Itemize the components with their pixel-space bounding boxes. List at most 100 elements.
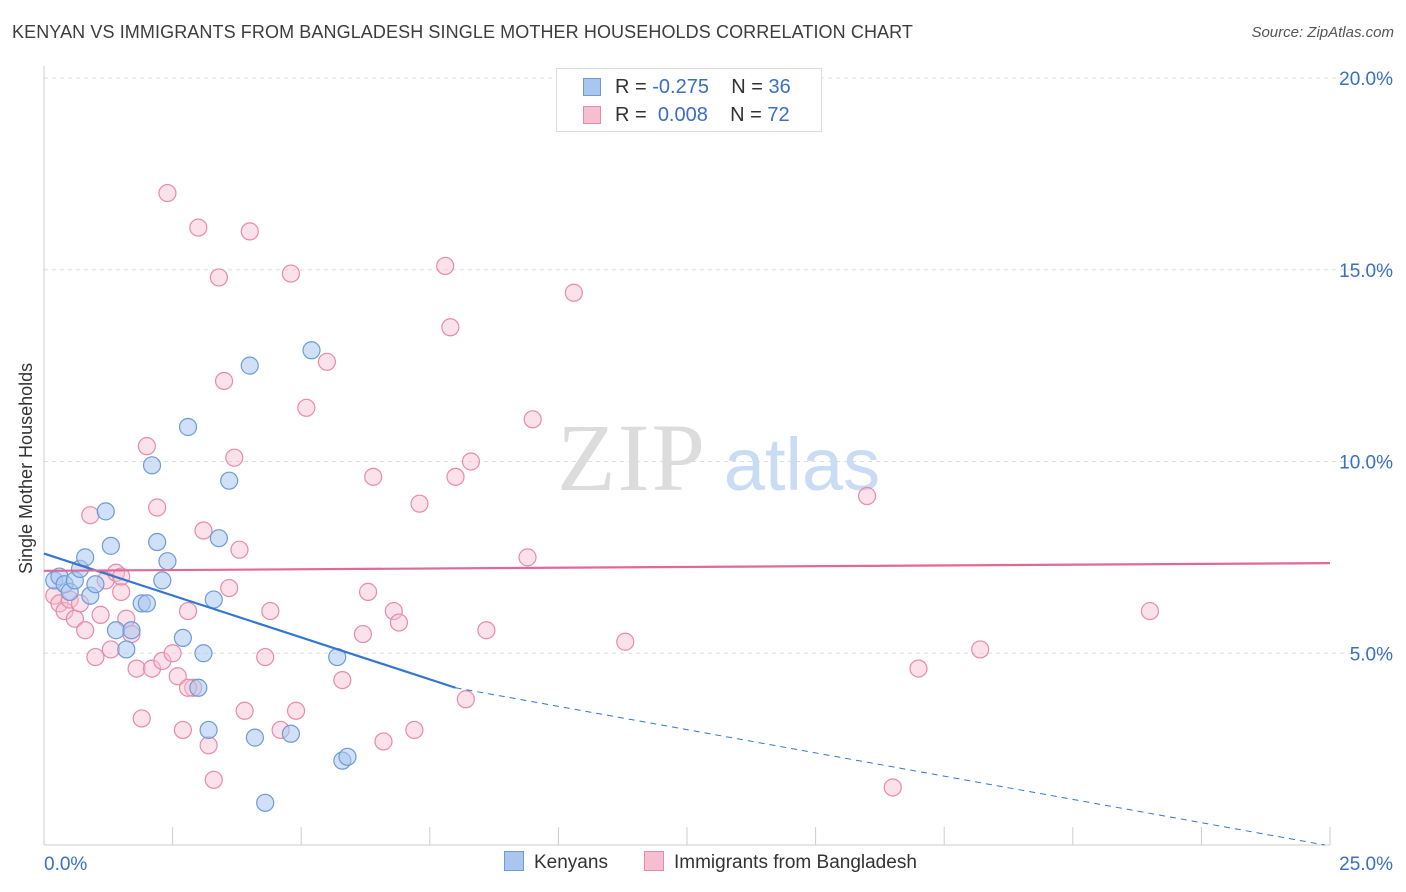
bangladesh-point <box>127 659 146 678</box>
kenyans-points <box>45 341 357 812</box>
kenyans-point <box>302 341 321 360</box>
bangladesh-point <box>446 467 465 486</box>
bangladesh-point <box>256 647 275 667</box>
bangladesh-point <box>209 268 228 287</box>
x-tick-label: 25.0% <box>1339 854 1393 875</box>
kenyans-point <box>338 747 357 766</box>
kenyans-point <box>86 575 105 594</box>
bottom-legend-kenyans: Kenyans <box>504 851 608 874</box>
bangladesh-point <box>374 732 393 751</box>
bangladesh-point <box>317 352 337 371</box>
y-axis-label: Single Mother Households <box>16 362 36 574</box>
legend-r-label: R = <box>615 76 647 98</box>
bangladesh-point <box>132 709 151 728</box>
x-tick-label: 0.0% <box>44 854 87 875</box>
kenyans-point <box>245 728 265 747</box>
legend-swatch-bangladesh <box>583 106 601 124</box>
bangladesh-point <box>204 770 223 789</box>
kenyans-point <box>96 502 115 521</box>
watermark-atlas: atlas <box>724 423 880 506</box>
kenyans-point <box>137 594 156 613</box>
kenyans-point <box>256 793 275 812</box>
bangladesh-point <box>297 398 316 417</box>
bangladesh-point <box>564 283 583 302</box>
bangladesh-trend-line <box>43 562 1331 572</box>
kenyans-trend-line <box>43 552 456 689</box>
kenyans-point <box>142 456 162 475</box>
kenyans-point <box>194 644 213 663</box>
bangladesh-point <box>389 613 409 632</box>
bangladesh-point <box>194 521 213 540</box>
bottom-legend-label-kenyans: Kenyans <box>534 852 608 873</box>
bangladesh-point <box>91 605 110 625</box>
kenyans-point <box>158 552 177 571</box>
bangladesh-point <box>189 218 208 237</box>
kenyans-point <box>106 621 126 640</box>
kenyans-point <box>209 529 228 548</box>
kenyans-point <box>122 621 141 640</box>
bangladesh-point <box>857 486 877 506</box>
bottom-legend-label-bangladesh: Immigrants from Bangladesh <box>674 852 917 873</box>
kenyans-point <box>76 548 95 567</box>
bangladesh-point <box>353 624 373 644</box>
legend-r-bangladesh: 0.008 <box>657 104 708 126</box>
bangladesh-point <box>261 601 280 621</box>
axes <box>43 66 1331 846</box>
bangladesh-point <box>410 494 429 513</box>
kenyans-point <box>204 590 223 609</box>
y-tick-label: 10.0% <box>1339 453 1393 474</box>
kenyans-point <box>178 417 198 437</box>
bangladesh-point <box>441 318 460 337</box>
y-tick-label: 15.0% <box>1339 261 1393 282</box>
watermark: ZIP atlas <box>557 404 880 511</box>
bangladesh-point <box>405 720 424 740</box>
bangladesh-point <box>281 264 301 283</box>
chart-title: KENYAN VS IMMIGRANTS FROM BANGLADESH SIN… <box>12 22 914 42</box>
bangladesh-point <box>168 667 187 686</box>
bangladesh-point <box>909 659 928 678</box>
bangladesh-point <box>477 621 496 640</box>
bangladesh-point <box>178 601 198 621</box>
bangladesh-point <box>225 448 244 467</box>
kenyans-point <box>199 720 218 740</box>
bangladesh-point <box>240 222 259 241</box>
bangladesh-point <box>112 582 131 601</box>
kenyans-trend-extension <box>455 687 1325 846</box>
watermark-zip: ZIP <box>557 404 707 511</box>
bangladesh-point <box>971 640 990 659</box>
bangladesh-point <box>235 701 254 720</box>
bangladesh-point <box>214 371 234 391</box>
legend-r-label: R = <box>615 104 647 126</box>
bangladesh-point <box>384 601 403 621</box>
bangladesh-point <box>173 720 192 740</box>
bangladesh-point <box>436 256 455 276</box>
kenyans-point <box>153 571 172 590</box>
legend-swatch-kenyans <box>583 78 601 96</box>
legend-n-kenyans: 36 <box>768 76 791 98</box>
bangladesh-point <box>364 467 383 486</box>
bangladesh-point <box>142 659 162 678</box>
bangladesh-point <box>220 578 239 598</box>
legend: R = -0.275 N = 36 R = 0.008 N = 72 <box>556 68 822 132</box>
source-label: Source: ZipAtlas.com <box>1251 24 1394 41</box>
bangladesh-point <box>158 183 177 203</box>
bangladesh-point <box>148 498 167 517</box>
legend-n-label: N = <box>730 104 762 126</box>
y-tick-label: 5.0% <box>1350 644 1393 665</box>
bangladesh-point <box>523 410 542 429</box>
trend-lines <box>43 552 1331 846</box>
bangladesh-point <box>101 640 120 659</box>
bangladesh-point <box>76 621 95 640</box>
bangladesh-point <box>518 548 537 567</box>
bangladesh-point <box>163 644 182 663</box>
bangladesh-point <box>358 582 378 601</box>
kenyans-point <box>148 532 167 552</box>
kenyans-point <box>281 724 301 743</box>
bangladesh-point <box>86 647 105 667</box>
kenyans-point <box>220 471 239 490</box>
bangladesh-point <box>1140 601 1160 621</box>
tick-labels: 5.0% 10.0% 15.0% 20.0% 0.0% 25.0% <box>44 69 1393 875</box>
bangladesh-point <box>883 778 902 797</box>
bangladesh-point <box>55 601 74 621</box>
